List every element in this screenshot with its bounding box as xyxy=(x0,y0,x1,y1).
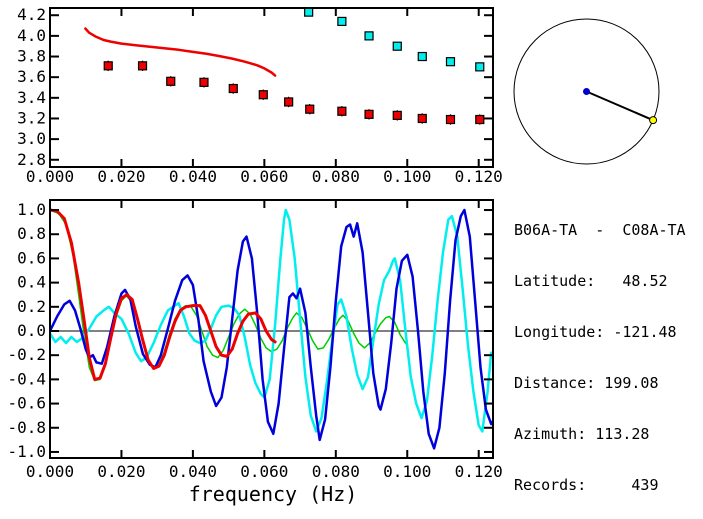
red-squares-marker xyxy=(228,83,238,94)
station-pair-label: B06A-TA - C08A-TA xyxy=(514,221,686,239)
dispersion-x-tick-label: 0.040 xyxy=(169,167,217,186)
dispersion-y-tick-label: 3.8 xyxy=(17,47,46,66)
dispersion-y-tick-label: 2.8 xyxy=(17,150,46,169)
spectra-x-tick-label: 0.120 xyxy=(455,462,503,481)
cyan-squares-marker xyxy=(392,41,402,51)
dispersion-frame xyxy=(49,7,494,168)
spectra-x-tick-label: 0.020 xyxy=(97,462,145,481)
spectra-series-area xyxy=(50,208,493,450)
red-squares-marker xyxy=(258,90,268,100)
pair-station-marker xyxy=(649,116,658,125)
spectra-x-tick-label: 0.100 xyxy=(383,462,431,481)
red-squares-marker xyxy=(417,113,427,124)
spectra-y-tick-label: 0.2 xyxy=(17,297,46,316)
spectra-y-tick-label: -0.4 xyxy=(7,369,46,388)
info-row-records: Records: 439 xyxy=(514,476,659,494)
dispersion-x-tick-label: 0.020 xyxy=(97,167,145,186)
spectra-y-tick-label: 0.0 xyxy=(17,321,46,340)
dispersion-series-area xyxy=(84,8,485,125)
azimuth-circle-outline xyxy=(513,18,660,165)
spectra-y-tick-label: -0.6 xyxy=(7,394,46,413)
dispersion-x-tick-label: 0.080 xyxy=(312,167,360,186)
bearing-line xyxy=(586,90,654,122)
spectra-y-tick-label: 1.0 xyxy=(17,200,46,219)
dispersion-y-tick-label: 3.6 xyxy=(17,67,46,86)
dispersion-y-tick-label: 3.0 xyxy=(17,129,46,148)
red-squares-marker xyxy=(392,110,402,120)
cyan-squares-marker xyxy=(475,62,485,72)
red-squares-marker xyxy=(305,104,315,114)
cyan-squares-marker xyxy=(304,8,314,17)
dispersion-plot: 0.000 0.020 0.040 0.060 0.080 0.100 0.120 2.8 3.… xyxy=(17,5,503,186)
spectra-y-tick-label: 0.8 xyxy=(17,224,46,243)
info-row-azimuth: Azimuth: 113.28 xyxy=(514,425,650,443)
spectra-plot: 0.000 0.020 0.040 0.060 0.080 0.100 0.120 -1.0 -… xyxy=(7,199,503,481)
red-trace xyxy=(50,208,277,381)
red-squares-marker xyxy=(475,114,485,125)
spectra-y-tick-label: -1.0 xyxy=(7,442,46,461)
spectra-x-tick-label: 0.040 xyxy=(169,462,217,481)
dispersion-y-tick-label: 4.0 xyxy=(17,26,46,45)
red-curve xyxy=(84,27,277,77)
x-axis-title: frequency (Hz) xyxy=(188,482,358,506)
spectra-x-tick-label: 0.080 xyxy=(312,462,360,481)
azimuth-diagram xyxy=(513,18,660,165)
red-squares-marker xyxy=(199,77,209,87)
info-row-latitude: Latitude: 48.52 xyxy=(514,272,668,290)
spectra-y-tick-label: -0.2 xyxy=(7,345,46,364)
center-station-marker xyxy=(583,88,590,95)
dispersion-y-tick-label: 3.4 xyxy=(17,88,46,107)
spectra-y-tick-label: 0.6 xyxy=(17,248,46,267)
red-squares-marker xyxy=(166,76,176,86)
dispersion-x-tick-label: 0.060 xyxy=(240,167,288,186)
blue-trace xyxy=(50,208,493,450)
cyan-squares-marker xyxy=(417,51,427,62)
info-panel: B06A-TA - C08A-TA Latitude: 48.52 Longit… xyxy=(514,188,686,511)
red-squares-marker xyxy=(284,97,294,107)
red-squares-marker xyxy=(103,61,113,71)
red-squares-marker xyxy=(445,114,456,125)
cyan-squares-marker xyxy=(364,31,374,41)
dispersion-x-tick-label: 0.000 xyxy=(26,167,74,186)
red-squares-marker xyxy=(137,61,148,71)
red-squares-marker xyxy=(337,106,347,116)
red-squares-marker xyxy=(364,109,374,119)
dispersion-y-tick-label: 4.2 xyxy=(17,5,46,24)
dispersion-x-tick-label: 0.120 xyxy=(455,167,503,186)
cyan-squares-marker xyxy=(337,16,347,27)
spectra-y-tick-label: 0.4 xyxy=(17,273,46,292)
spectra-frame xyxy=(49,199,494,459)
info-row-distance: Distance: 199.08 xyxy=(514,374,659,392)
cyan-squares-marker xyxy=(445,57,456,67)
dispersion-x-tick-label: 0.100 xyxy=(383,167,431,186)
info-row-longitude: Longitude: -121.48 xyxy=(514,323,677,341)
spectra-y-tick-label: -0.8 xyxy=(7,418,46,437)
spectra-x-tick-label: 0.060 xyxy=(240,462,288,481)
dispersion-y-tick-label: 3.2 xyxy=(17,108,46,127)
cyan-trace xyxy=(50,208,493,433)
spectra-x-tick-label: 0.000 xyxy=(26,462,74,481)
